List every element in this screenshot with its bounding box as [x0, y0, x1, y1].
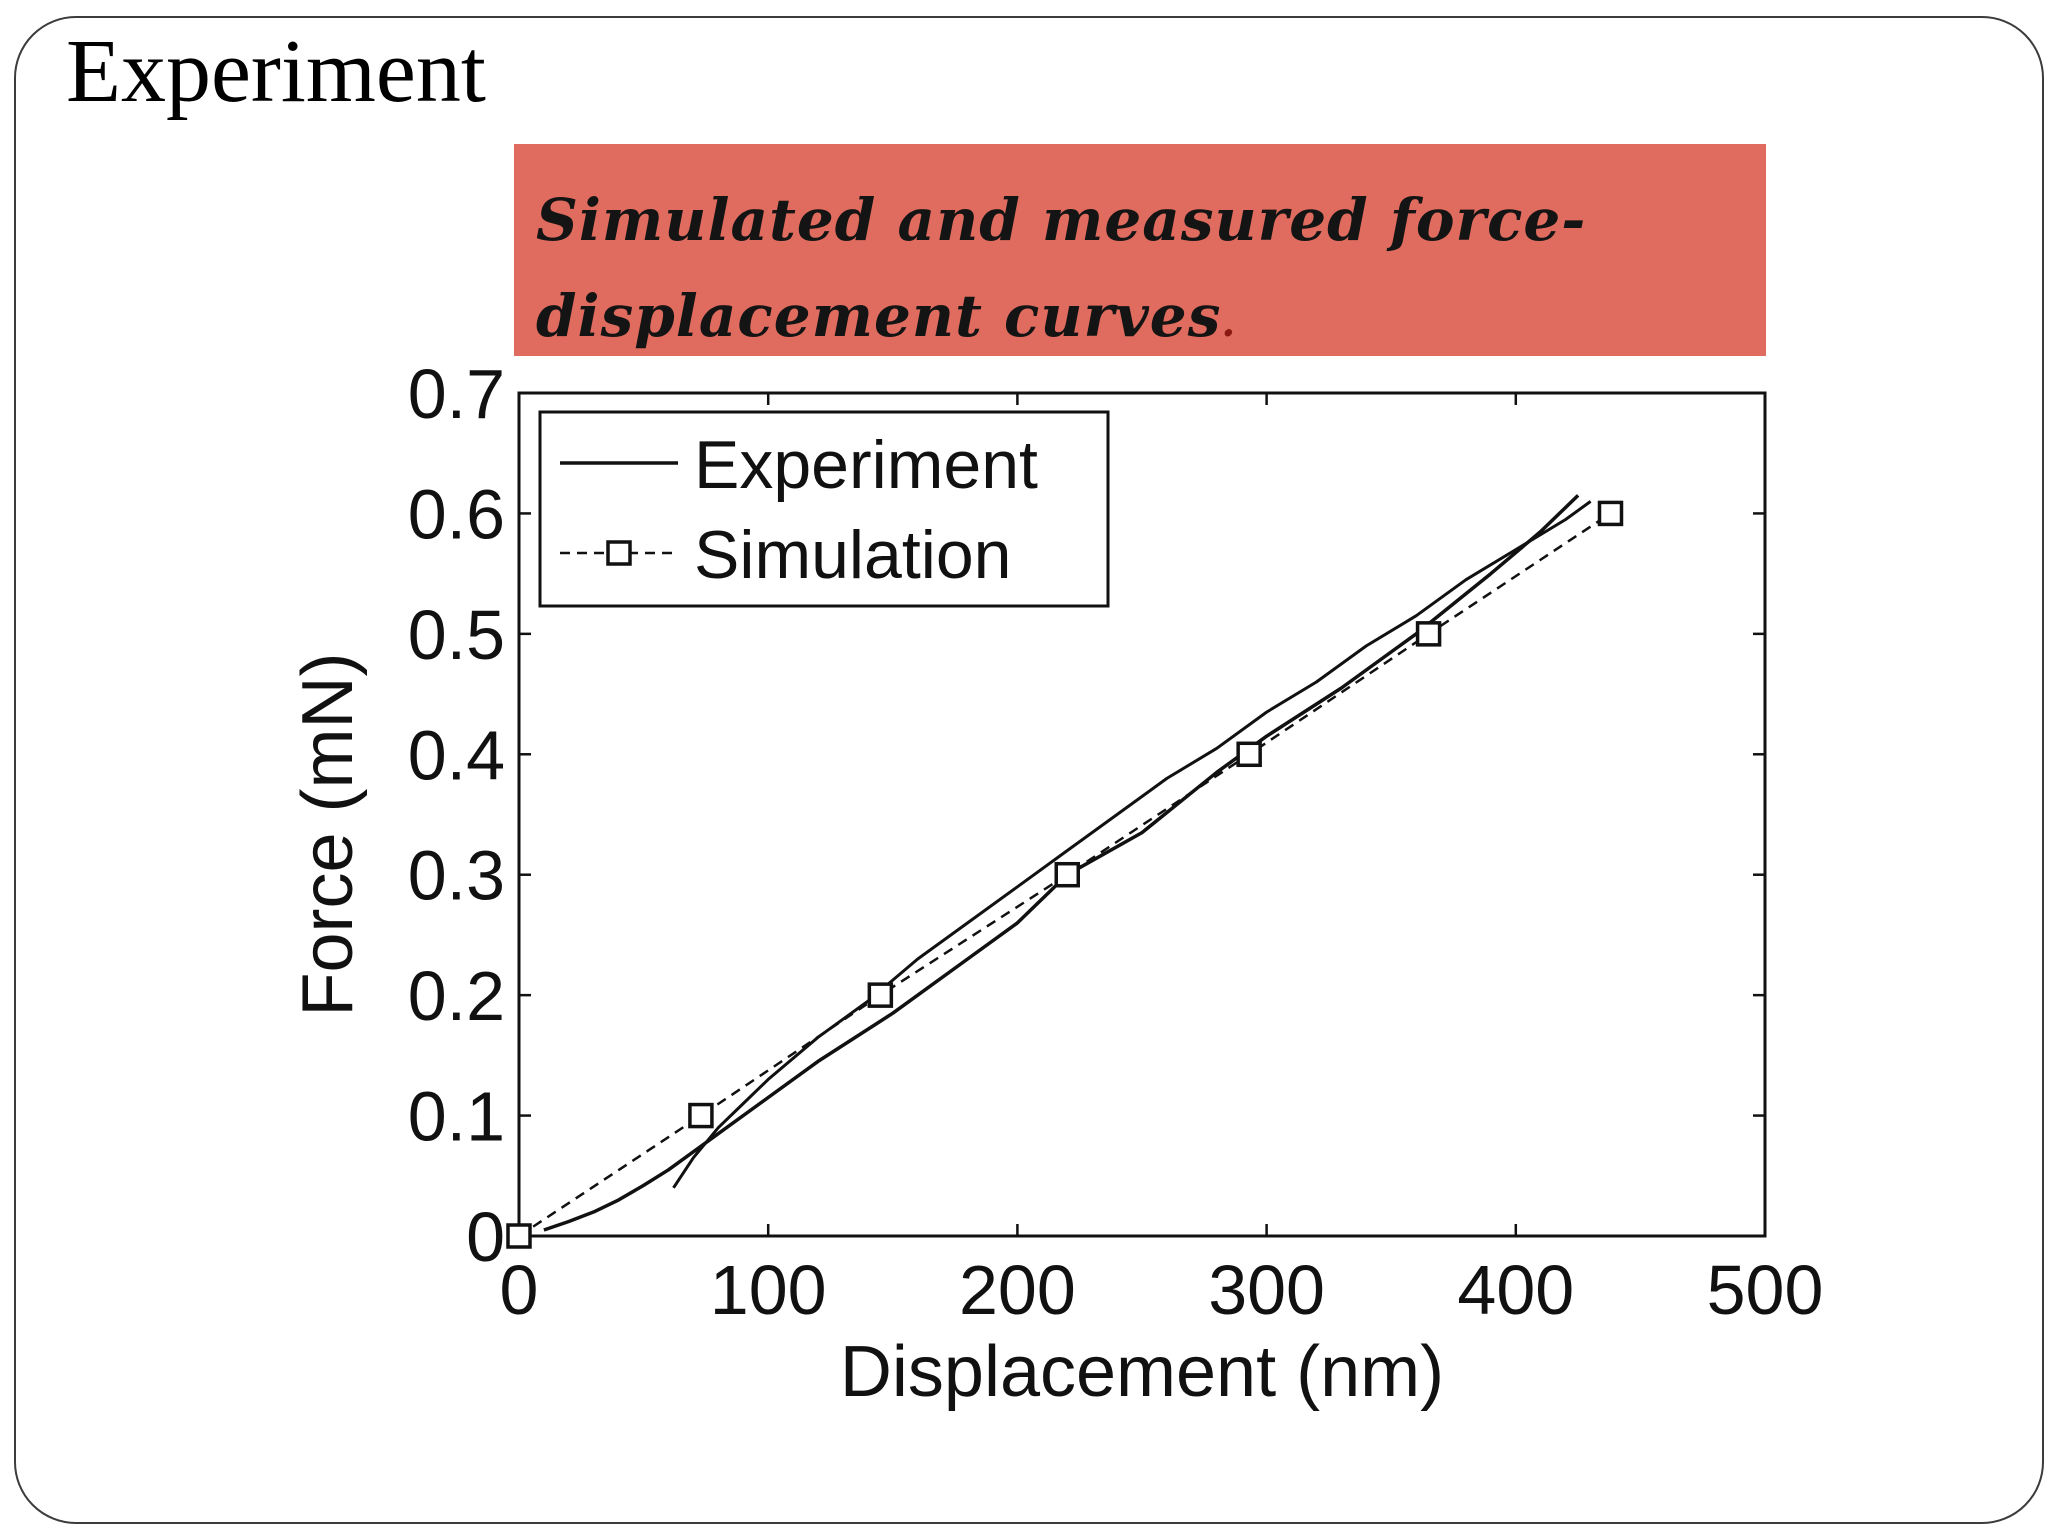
- experiment-loading-line: [543, 494, 1580, 1232]
- y-tick-label: 0.7: [408, 355, 505, 433]
- legend-experiment-label: Experiment: [694, 427, 1038, 503]
- simulation-marker: [1597, 500, 1624, 527]
- x-tick-label: 400: [1457, 1251, 1574, 1329]
- x-tick-label: 0: [500, 1251, 539, 1329]
- simulation-marker: [867, 982, 894, 1008]
- legend-simulation-label: Simulation: [694, 517, 1012, 593]
- y-tick-label: 0.3: [408, 837, 505, 915]
- y-tick-label: 0.2: [408, 957, 505, 1035]
- y-axis-label: Force (mN): [288, 653, 368, 1017]
- simulation-marker: [1415, 621, 1442, 647]
- caption-text: Simulated and measured force-displacemen…: [536, 172, 1744, 371]
- caption-box: Simulated and measured force-displacemen…: [514, 144, 1766, 356]
- simulation-marker: [1236, 741, 1262, 768]
- x-axis-label: Displacement (nm): [840, 1332, 1444, 1412]
- x-tick-label: 200: [959, 1251, 1076, 1329]
- y-tick-label: 0: [466, 1198, 505, 1276]
- y-tick-label: 0.5: [408, 596, 505, 674]
- slide-title: Experiment: [66, 22, 486, 121]
- simulation-marker: [1054, 861, 1080, 888]
- legend-simulation-marker: [606, 540, 632, 566]
- plot-frame: [517, 391, 1767, 1238]
- x-tick-label: 300: [1208, 1251, 1325, 1329]
- x-tick-label: 500: [1707, 1251, 1824, 1329]
- y-tick-label: 0.1: [408, 1078, 505, 1156]
- caption-period: .: [1221, 299, 1237, 346]
- y-tick-label: 0.4: [408, 716, 505, 794]
- caption-main: Simulated and measured force-displacemen…: [536, 186, 1587, 350]
- legend-box: [538, 410, 1110, 608]
- plot-area: 0 100 200 300 400 500 0 0.1 0.2 0.3 0.4 0.5 0.6 0.7 Ex…: [408, 355, 1824, 1329]
- simulation-marker: [506, 1223, 532, 1249]
- simulation-marker: [688, 1102, 714, 1129]
- y-tick-label: 0.6: [408, 475, 505, 553]
- x-tick-label: 100: [710, 1251, 827, 1329]
- experiment-unloading-line: [672, 500, 1592, 1189]
